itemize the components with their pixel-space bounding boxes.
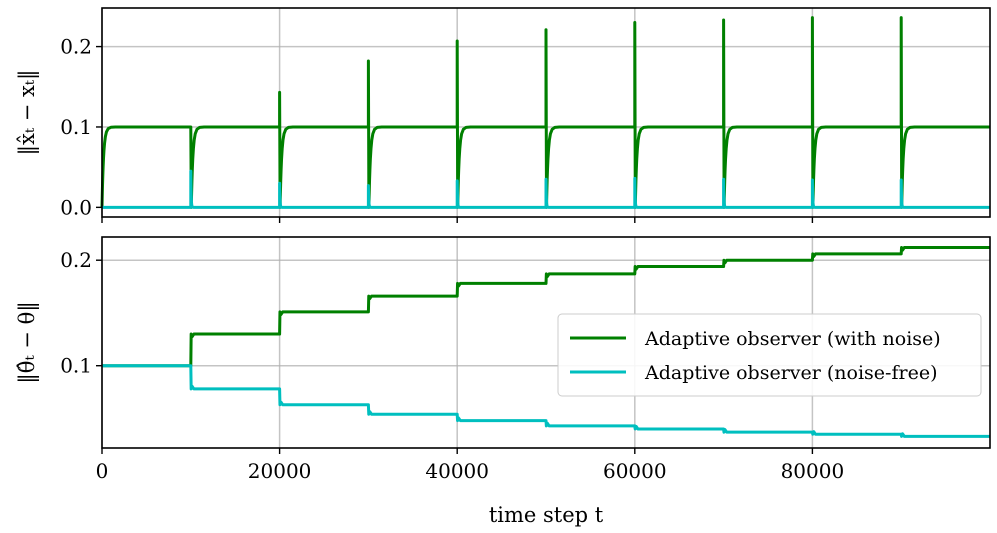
bottom-x-tick-label: 60000: [603, 459, 667, 483]
bottom-series-line-noise-free: [102, 364, 990, 438]
legend-label-noise-free: Adaptive observer (noise-free): [644, 362, 937, 384]
top-ticks: 0.0 0.1 0.2: [60, 35, 814, 223]
top-plot-frame: [101, 7, 991, 218]
top-series-layer: [100, 16, 990, 209]
bottom-series-layer: [102, 246, 990, 438]
top-y-axis-label: ‖x̂ₜ − xₜ‖: [15, 70, 40, 156]
legend-label-with-noise: Adaptive observer (with noise): [644, 328, 941, 350]
top-subplot: 0.0 0.1 0.2 ‖x̂ₜ − xₜ‖: [15, 7, 991, 223]
x-axis-label: time step t: [489, 503, 604, 527]
top-y-tick-label: 0.2: [60, 35, 92, 59]
bottom-x-tick-label: 20000: [248, 459, 312, 483]
bottom-x-tick-label: 0: [96, 459, 109, 483]
bottom-y-tick-label: 0.1: [60, 354, 92, 378]
bottom-x-tick-label: 80000: [781, 459, 845, 483]
bottom-plot-frame: [101, 236, 991, 449]
bottom-subplot: 0 20000 40000 60000 80000 0.1 0.2 ‖θ̂ₜ − θ‖ ti…: [15, 236, 991, 527]
bottom-series-line-with-noise: [102, 246, 990, 368]
bottom-y-axis-label: ‖θ̂ₜ − θ‖: [15, 301, 40, 383]
legend-box: [557, 313, 982, 397]
bottom-x-tick-label: 40000: [425, 459, 489, 483]
bottom-ticks: 0 20000 40000 60000 80000 0.1 0.2: [60, 248, 844, 483]
bottom-y-tick-label: 0.2: [60, 248, 92, 272]
top-y-tick-label: 0.0: [60, 195, 92, 219]
top-series-line-noise-free: [100, 169, 990, 209]
top-y-tick-label: 0.1: [60, 115, 92, 139]
legend: Adaptive observer (with noise) Adaptive …: [557, 313, 982, 397]
